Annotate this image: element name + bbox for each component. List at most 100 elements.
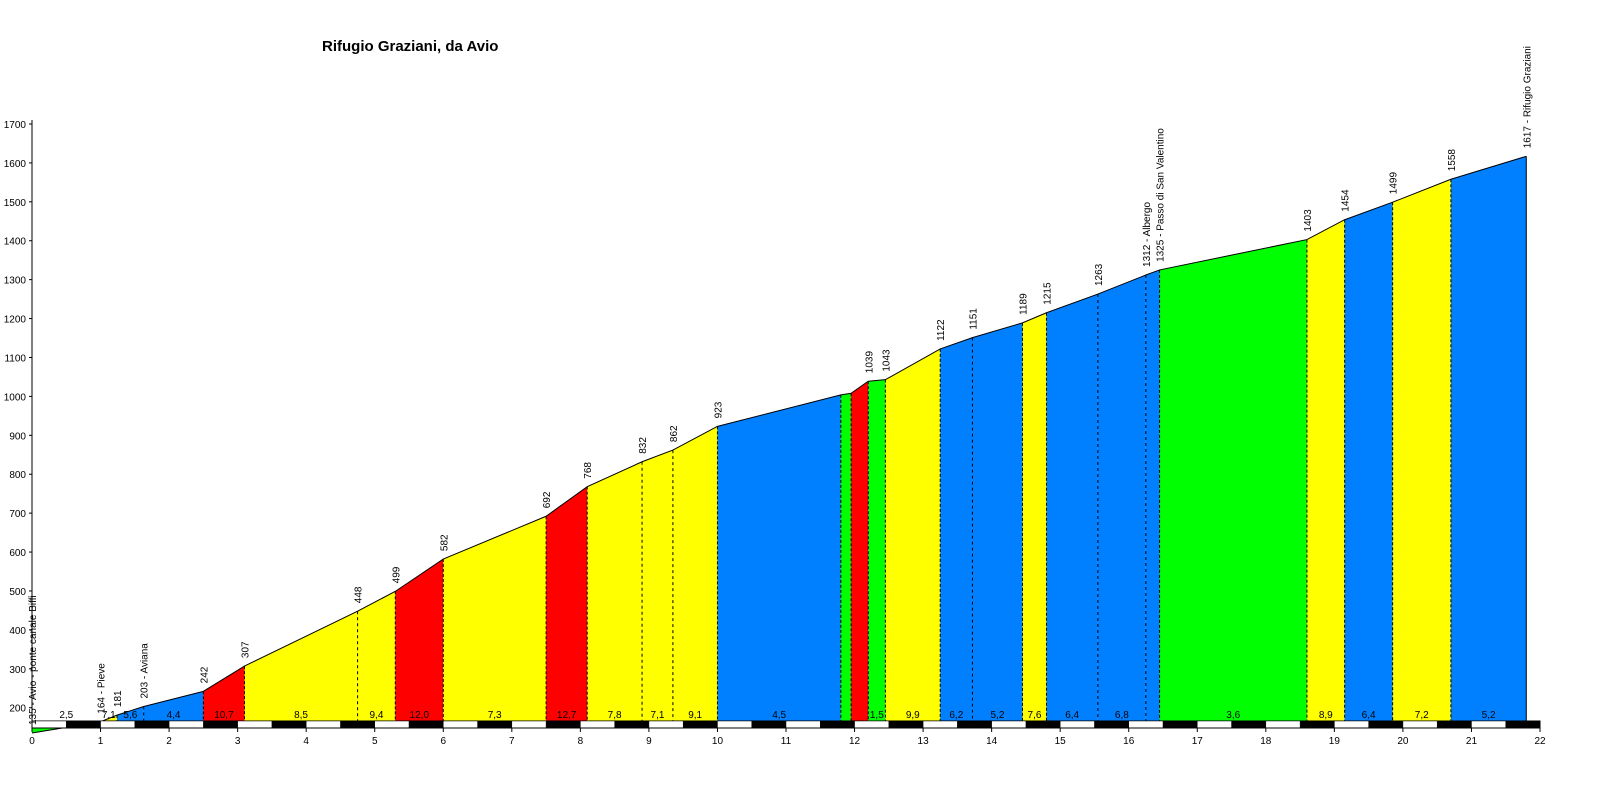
segment-fill-yellow: [357, 591, 396, 721]
segment-fill-green: [840, 393, 852, 721]
point-label: 1403: [1303, 209, 1314, 232]
y-tick-label: 1400: [4, 237, 27, 248]
y-tick-label: 1300: [4, 276, 27, 287]
point-label: 1499: [1389, 172, 1400, 195]
x-tick-label: 15: [1055, 736, 1067, 747]
segment-fills: [32, 156, 1527, 733]
x-tick-label: 2: [166, 736, 172, 747]
grade-label: 9,4: [369, 710, 383, 721]
segment-fill-blue: [116, 706, 144, 721]
km-strip-gap: [1265, 720, 1301, 729]
chart-title: Rifugio Graziani, da Avio: [322, 38, 499, 55]
km-strip-gap: [374, 720, 410, 729]
km-strip-mark: [1505, 721, 1540, 728]
km-strip-mark: [888, 721, 924, 728]
segment-fill-yellow: [244, 611, 358, 721]
grade-label: 6,8: [1115, 710, 1129, 721]
point-label: 181: [113, 690, 124, 707]
y-tick-label: 1600: [4, 159, 27, 170]
km-strip-gap: [1197, 720, 1232, 729]
grade-label: 5,2: [1482, 710, 1496, 721]
y-tick-label: 1500: [4, 198, 27, 209]
point-label: 135 - Avio - ponte canale Biffi: [28, 595, 39, 725]
x-tick-label: 16: [1123, 736, 1135, 747]
km-strip-gap: [305, 720, 341, 729]
segment-fill-yellow: [587, 461, 643, 721]
y-tick-label: 400: [9, 626, 26, 637]
km-strip-mark: [614, 721, 649, 728]
grade-label: 8,5: [294, 710, 308, 721]
point-label: 923: [713, 401, 724, 418]
segment-fill-yellow: [1392, 179, 1451, 721]
point-label: 307: [240, 641, 251, 658]
km-strip-mark: [66, 721, 101, 728]
grade-label: 9,1: [688, 710, 702, 721]
km-strip-mark: [203, 721, 238, 728]
km-strip-mark: [957, 721, 992, 728]
km-strip-gap: [785, 720, 821, 729]
point-label: 1263: [1094, 263, 1105, 286]
point-label: 499: [391, 566, 402, 583]
point-label: 692: [542, 491, 553, 508]
km-strip-mark: [340, 721, 375, 728]
km-strip-gap: [1128, 720, 1164, 729]
x-tick-label: 19: [1329, 736, 1341, 747]
km-strip-mark: [271, 721, 307, 728]
km-strip-gap: [717, 720, 752, 729]
km-strip-mark: [546, 721, 581, 728]
grade-label: 7,2: [1415, 710, 1429, 721]
segment-fill-yellow: [443, 516, 547, 721]
grade-label: 5,6: [123, 710, 137, 721]
km-strip-gap: [443, 720, 478, 729]
y-tick-label: 600: [9, 548, 26, 559]
segment-fill-blue: [717, 394, 841, 721]
segment-fill-yellow: [885, 348, 941, 721]
x-tick-label: 9: [646, 736, 652, 747]
grade-label: 3,6: [1226, 710, 1240, 721]
segment-fill-red: [203, 666, 245, 721]
x-tick-label: 17: [1192, 736, 1204, 747]
x-tick-label: 20: [1397, 736, 1409, 747]
grade-label: 12,0: [410, 710, 430, 721]
x-tick-label: 4: [303, 736, 309, 747]
point-label: 1039: [864, 351, 875, 374]
segment-fill-blue: [1097, 274, 1146, 721]
grade-label: 4,5: [772, 710, 786, 721]
y-tick-label: 800: [9, 470, 26, 481]
point-label: 448: [354, 586, 365, 603]
x-tick-label: 1: [98, 736, 104, 747]
x-tick-label: 22: [1534, 736, 1546, 747]
km-strip-gap: [648, 720, 684, 729]
point-label: 1454: [1341, 189, 1352, 212]
km-strip-gap: [100, 720, 136, 729]
x-tick-label: 21: [1466, 736, 1478, 747]
km-strip-gap: [1471, 720, 1506, 729]
point-label: 1122: [936, 319, 947, 341]
segment-fill-yellow: [642, 450, 673, 721]
km-strip-gap: [1059, 720, 1095, 729]
km-strip-gap: [168, 720, 204, 729]
grade-label: 7,1: [102, 710, 116, 721]
grade-label: 5,2: [991, 710, 1005, 721]
km-strip-mark: [751, 721, 786, 728]
km-strip-mark: [683, 721, 718, 728]
x-tick-label: 10: [712, 736, 724, 747]
y-tick-label: 1200: [4, 315, 27, 326]
km-strip-mark: [1231, 721, 1266, 728]
km-strip-gap: [1334, 720, 1369, 729]
km-strip-gap: [580, 720, 615, 729]
grade-label: 7,3: [488, 710, 502, 721]
point-label: 1617 - Rifugio Graziani: [1522, 46, 1533, 148]
segment-fill-blue: [143, 691, 204, 721]
segment-fill-blue: [1046, 294, 1098, 721]
point-label: 582: [439, 534, 450, 551]
grade-labels: 2,5 7,1 5,6 4,4 10,7 8,5 9,4 12,0 7,3 12,7 7,8 7,1 9…: [59, 710, 1496, 721]
km-strip-mark: [820, 721, 855, 728]
y-tick-label: 900: [9, 431, 26, 442]
point-label: 1151: [968, 308, 979, 330]
km-strip-mark: [1300, 721, 1335, 728]
point-label: 1043: [881, 349, 892, 372]
y-tick-label: 300: [9, 665, 26, 676]
grade-label: 12,7: [557, 710, 577, 721]
point-label: 768: [583, 462, 594, 479]
